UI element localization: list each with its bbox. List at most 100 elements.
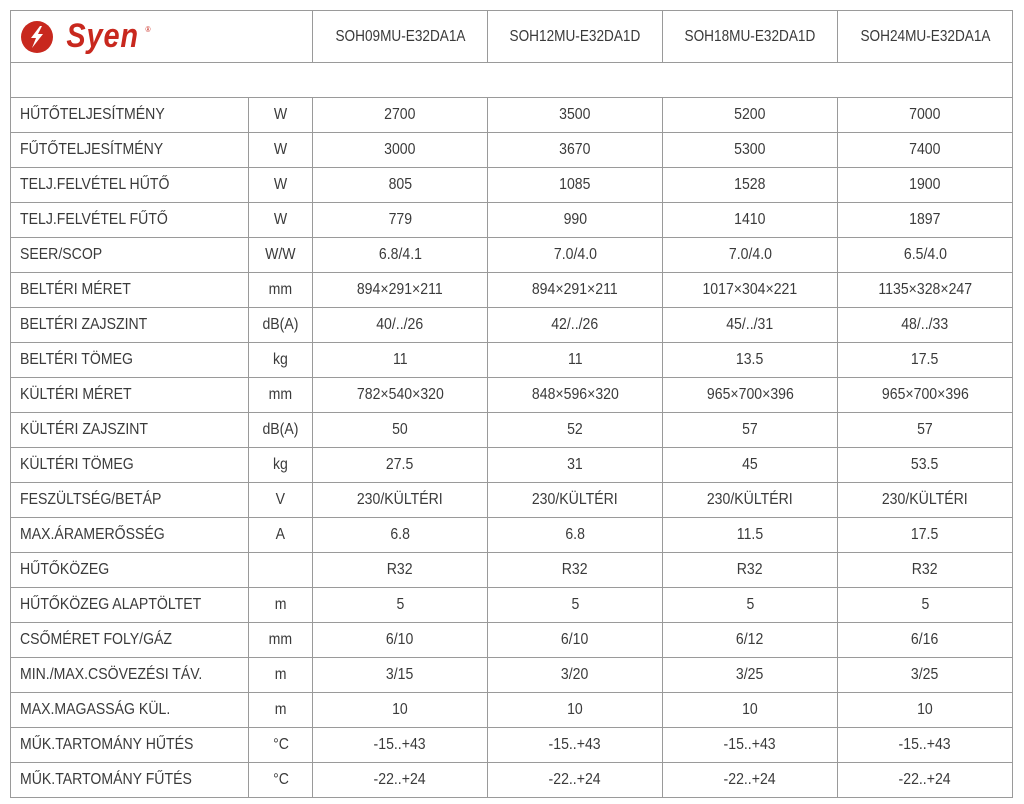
spec-value: 7.0/4.0 bbox=[487, 237, 664, 273]
spec-unit: W bbox=[247, 97, 314, 133]
spec-value: 40/../26 bbox=[312, 307, 489, 343]
spec-value: -15..+43 bbox=[487, 727, 664, 763]
spec-value: 3670 bbox=[487, 132, 664, 168]
spec-value: 11 bbox=[487, 342, 664, 378]
spec-value: 3/15 bbox=[312, 657, 489, 693]
spec-table: Syen ® SOH09MU-E32DA1A SOH12MU-E32DA1D S… bbox=[9, 10, 1014, 798]
spec-label: FŰTŐTELJESÍTMÉNY bbox=[10, 132, 249, 168]
spec-value: 230/KÜLTÉRI bbox=[837, 482, 1014, 518]
spec-value: 779 bbox=[312, 202, 489, 238]
spec-value: 10 bbox=[837, 692, 1014, 728]
spec-value: -15..+43 bbox=[662, 727, 839, 763]
spec-value: 45 bbox=[662, 447, 839, 483]
spec-value: 230/KÜLTÉRI bbox=[312, 482, 489, 518]
table-row: KÜLTÉRI TÖMEG kg 27.5 31 45 53.5 bbox=[10, 447, 1014, 483]
spec-value: 7.0/4.0 bbox=[662, 237, 839, 273]
header-row: Syen ® SOH09MU-E32DA1A SOH12MU-E32DA1D S… bbox=[9, 10, 1014, 63]
spec-value: 848×596×320 bbox=[487, 377, 664, 413]
spec-value: -22..+24 bbox=[487, 762, 664, 798]
spec-value: R32 bbox=[312, 552, 489, 588]
spec-value: 45/../31 bbox=[662, 307, 839, 343]
spec-unit: kg bbox=[247, 342, 314, 378]
spec-value: 6.5/4.0 bbox=[837, 237, 1014, 273]
spec-value: 782×540×320 bbox=[312, 377, 489, 413]
spec-value: 990 bbox=[487, 202, 664, 238]
spec-value: 6/16 bbox=[837, 622, 1014, 658]
spec-unit: W/W bbox=[247, 237, 314, 273]
table-row: MIN./MAX.CSÖVEZÉSI TÁV. m 3/15 3/20 3/25 3/25 bbox=[10, 657, 1014, 693]
spec-value: 894×291×211 bbox=[487, 272, 664, 308]
spec-value: 3000 bbox=[312, 132, 489, 168]
spec-unit: m bbox=[247, 587, 314, 623]
spec-label: HŰTŐKÖZEG ALAPTÖLTET bbox=[10, 587, 249, 623]
spec-value: 31 bbox=[487, 447, 664, 483]
spec-value: 13.5 bbox=[662, 342, 839, 378]
spec-value: 42/../26 bbox=[487, 307, 664, 343]
spec-value: -22..+24 bbox=[662, 762, 839, 798]
spec-value: 1897 bbox=[837, 202, 1014, 238]
spec-value: R32 bbox=[662, 552, 839, 588]
spec-unit: m bbox=[247, 692, 314, 728]
table-row: TELJ.FELVÉTEL FŰTŐ W 779 990 1410 1897 bbox=[10, 202, 1014, 238]
spec-value: 48/../33 bbox=[837, 307, 1014, 343]
spec-value: 57 bbox=[662, 412, 839, 448]
spec-label: TELJ.FELVÉTEL HŰTŐ bbox=[10, 167, 249, 203]
table-row: MŰK.TARTOMÁNY FŰTÉS °C -22..+24 -22..+24 -22… bbox=[10, 762, 1014, 798]
table-row: KÜLTÉRI ZAJSZINT dB(A) 50 52 57 57 bbox=[10, 412, 1014, 448]
spec-value: 5200 bbox=[662, 97, 839, 133]
spec-value: 1135×328×247 bbox=[837, 272, 1014, 308]
spec-unit: °C bbox=[247, 727, 314, 763]
table-row: SEER/SCOP W/W 6.8/4.1 7.0/4.0 7.0/4.0 6.5/4.0 bbox=[10, 237, 1014, 273]
spec-value: 17.5 bbox=[837, 517, 1014, 553]
spec-value: 10 bbox=[662, 692, 839, 728]
spec-value: 5300 bbox=[662, 132, 839, 168]
spec-unit: mm bbox=[247, 377, 314, 413]
table-row: KÜLTÉRI MÉRET mm 782×540×320 848×596×320 965… bbox=[10, 377, 1014, 413]
table-row: CSŐMÉRET FOLY/GÁZ mm 6/10 6/10 6/12 6/16 bbox=[10, 622, 1014, 658]
spec-value: 805 bbox=[312, 167, 489, 203]
spec-value: 6/10 bbox=[487, 622, 664, 658]
spec-unit: dB(A) bbox=[247, 412, 314, 448]
spec-unit bbox=[247, 552, 314, 588]
spec-value: 1085 bbox=[487, 167, 664, 203]
spec-value: -22..+24 bbox=[312, 762, 489, 798]
spec-value: -15..+43 bbox=[312, 727, 489, 763]
spec-unit: W bbox=[247, 132, 314, 168]
spec-value: 3/25 bbox=[662, 657, 839, 693]
table-row: MAX.MAGASSÁG KÜL. m 10 10 10 10 bbox=[10, 692, 1014, 728]
spec-value: 1017×304×221 bbox=[662, 272, 839, 308]
table-row: TELJ.FELVÉTEL HŰTŐ W 805 1085 1528 1900 bbox=[10, 167, 1014, 203]
spec-label: HŰTŐKÖZEG bbox=[10, 552, 249, 588]
spec-value: 6.8 bbox=[312, 517, 489, 553]
spec-value: 11 bbox=[312, 342, 489, 378]
model-header: SOH09MU-E32DA1A bbox=[312, 10, 489, 63]
spec-value: 230/KÜLTÉRI bbox=[487, 482, 664, 518]
spec-value: 965×700×396 bbox=[837, 377, 1014, 413]
spec-value: 3/25 bbox=[837, 657, 1014, 693]
spec-value: 6/10 bbox=[312, 622, 489, 658]
spec-value: 50 bbox=[312, 412, 489, 448]
spec-value: 965×700×396 bbox=[662, 377, 839, 413]
spec-value: 52 bbox=[487, 412, 664, 448]
spec-value: 11.5 bbox=[662, 517, 839, 553]
spec-value: 27.5 bbox=[312, 447, 489, 483]
table-row: HŰTŐKÖZEG ALAPTÖLTET m 5 5 5 5 bbox=[10, 587, 1014, 623]
spec-label: HŰTŐTELJESÍTMÉNY bbox=[10, 97, 249, 133]
spec-value: 7400 bbox=[837, 132, 1014, 168]
spec-value: 7000 bbox=[837, 97, 1014, 133]
spec-value: 6.8/4.1 bbox=[312, 237, 489, 273]
spec-value: 3500 bbox=[487, 97, 664, 133]
registered-mark: ® bbox=[145, 25, 151, 34]
spec-value: 5 bbox=[662, 587, 839, 623]
spec-value: 230/KÜLTÉRI bbox=[662, 482, 839, 518]
spec-label: MŰK.TARTOMÁNY HŰTÉS bbox=[10, 727, 249, 763]
spec-value: R32 bbox=[837, 552, 1014, 588]
spec-value: 5 bbox=[487, 587, 664, 623]
spec-value: 6.8 bbox=[487, 517, 664, 553]
spec-unit: m bbox=[247, 657, 314, 693]
spec-unit: mm bbox=[247, 622, 314, 658]
spec-label: MAX.MAGASSÁG KÜL. bbox=[10, 692, 249, 728]
lightning-bolt-circle-icon bbox=[21, 20, 53, 53]
spec-value: 894×291×211 bbox=[312, 272, 489, 308]
spec-unit: W bbox=[247, 202, 314, 238]
